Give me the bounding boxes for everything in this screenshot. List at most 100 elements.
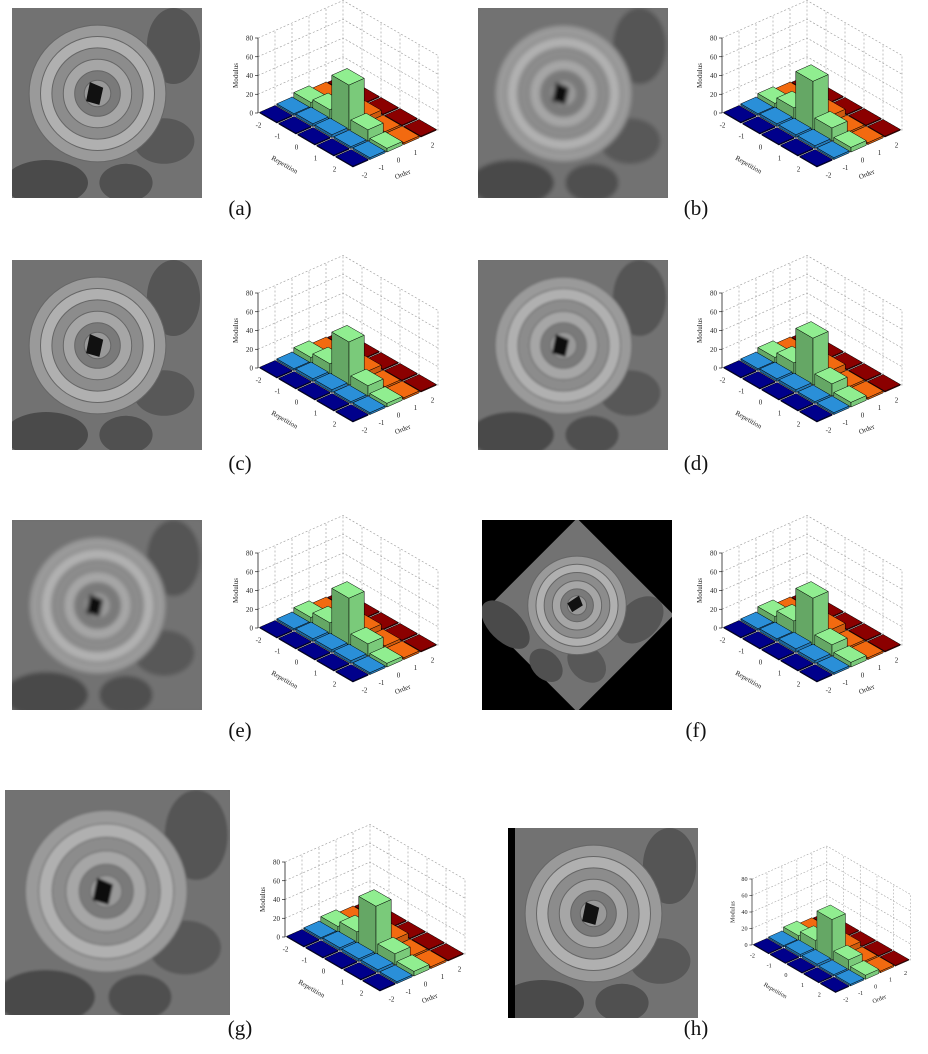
- y-tick-label: -1: [739, 388, 745, 396]
- chart: 020406080-2-1012-2-1012RepetitionOrderMo…: [696, 1, 902, 182]
- x-tick-label: -2: [362, 426, 368, 434]
- x-tick-label: -2: [826, 171, 832, 179]
- z-tick-label: 40: [741, 910, 747, 916]
- x-tick-label: 2: [895, 396, 899, 404]
- photo: [470, 8, 668, 206]
- z-tick-label: 20: [246, 346, 254, 354]
- z-tick-label: 40: [273, 896, 281, 904]
- z-tick-label: 0: [250, 625, 254, 633]
- z-tick-label: 0: [250, 365, 254, 373]
- panel: 020406080-2-1012-2-1012RepetitionOrderMo…: [0, 790, 465, 1040]
- grid-line: [722, 274, 902, 329]
- photo: [0, 790, 230, 1024]
- x-tick-label: -2: [826, 426, 832, 434]
- z-tick-label: 20: [741, 927, 747, 933]
- z-axis-label: Modulus: [232, 63, 240, 88]
- x-tick-label: -1: [379, 679, 385, 687]
- x-axis-label: Order: [858, 422, 877, 436]
- x-tick-label: 0: [861, 411, 865, 419]
- x-tick-label: 1: [414, 404, 418, 412]
- y-tick-label: 0: [759, 659, 763, 667]
- z-tick-label: 40: [710, 587, 718, 595]
- y-tick-label: 0: [322, 968, 326, 976]
- y-tick-label: -1: [739, 133, 745, 141]
- y-tick-label: -2: [750, 954, 755, 960]
- x-tick-label: 0: [874, 984, 877, 990]
- z-axis-label: Modulus: [696, 578, 704, 603]
- x-tick-label: 2: [458, 965, 462, 973]
- panel: 020406080-2-1012-2-1012RepetitionOrderMo…: [473, 514, 902, 742]
- z-tick-label: 60: [741, 894, 747, 900]
- photo: [4, 8, 202, 206]
- photo-content: [470, 8, 668, 206]
- y-tick-label: 0: [759, 144, 763, 152]
- x-tick-label: -2: [389, 995, 395, 1003]
- x-tick-label: 2: [895, 141, 899, 149]
- grid-line: [258, 1, 438, 56]
- caption: (e): [228, 718, 251, 742]
- y-tick-label: -1: [302, 957, 308, 965]
- x-tick-label: 1: [414, 664, 418, 672]
- x-tick-label: -2: [843, 998, 848, 1004]
- y-tick-label: 2: [818, 992, 821, 998]
- y-tick-label: -1: [275, 388, 281, 396]
- z-tick-label: 60: [710, 53, 718, 61]
- x-axis-label: Order: [394, 682, 413, 696]
- y-tick-label: -2: [720, 122, 726, 130]
- z-tick-label: 20: [246, 606, 254, 614]
- leaf: [565, 164, 618, 202]
- caption: (d): [684, 451, 709, 475]
- z-tick-label: 40: [246, 72, 254, 80]
- x-tick-label: 0: [397, 156, 401, 164]
- x-tick-label: 2: [904, 971, 907, 977]
- photo: [500, 828, 698, 1026]
- grid-line: [722, 256, 902, 311]
- z-tick-label: 0: [250, 110, 254, 118]
- caption: (a): [228, 196, 251, 220]
- y-tick-label: 2: [797, 681, 801, 689]
- z-tick-label: 60: [246, 53, 254, 61]
- chart: 020406080-2-1012-2-1012RepetitionOrderMo…: [232, 516, 438, 697]
- photo-content: [4, 260, 202, 458]
- z-tick-label: 20: [273, 915, 281, 923]
- grid-line: [258, 516, 438, 571]
- z-tick-label: 20: [246, 91, 254, 99]
- photo-content: [500, 828, 698, 1026]
- y-tick-label: -1: [767, 963, 772, 969]
- caption: (b): [684, 196, 709, 220]
- y-tick-label: 0: [295, 399, 299, 407]
- y-axis-label: Repetition: [270, 409, 300, 431]
- leaf: [99, 164, 152, 202]
- leaf: [109, 975, 172, 1020]
- x-tick-label: 0: [397, 411, 401, 419]
- x-tick-label: 2: [431, 396, 435, 404]
- x-tick-label: -1: [843, 679, 849, 687]
- y-tick-label: 2: [333, 166, 337, 174]
- x-tick-label: 2: [895, 656, 899, 664]
- z-tick-label: 0: [714, 110, 718, 118]
- x-tick-label: 1: [878, 404, 882, 412]
- x-tick-label: -1: [379, 164, 385, 172]
- photo: [4, 520, 202, 718]
- z-tick-label: 20: [710, 346, 718, 354]
- x-tick-label: 2: [431, 141, 435, 149]
- photo: [470, 260, 668, 458]
- y-tick-label: -2: [256, 377, 262, 385]
- leaf: [4, 412, 88, 458]
- x-axis-label: Order: [421, 991, 440, 1005]
- caption: (f): [686, 718, 707, 742]
- photo-content: [4, 8, 202, 206]
- panel: 020406080-2-1012-2-1012RepetitionOrderMo…: [4, 1, 438, 221]
- z-tick-label: 60: [246, 568, 254, 576]
- y-tick-label: 2: [797, 166, 801, 174]
- photo-content: [0, 790, 230, 1024]
- y-tick-label: 0: [784, 973, 787, 979]
- y-tick-label: 2: [360, 990, 364, 998]
- z-tick-label: 20: [710, 91, 718, 99]
- y-axis-label: Repetition: [270, 669, 300, 691]
- z-axis-label: Modulus: [696, 63, 704, 88]
- x-tick-label: -1: [843, 164, 849, 172]
- x-tick-label: 0: [861, 671, 865, 679]
- y-axis-label: Repetition: [734, 669, 764, 691]
- x-axis-label: Order: [872, 994, 888, 1005]
